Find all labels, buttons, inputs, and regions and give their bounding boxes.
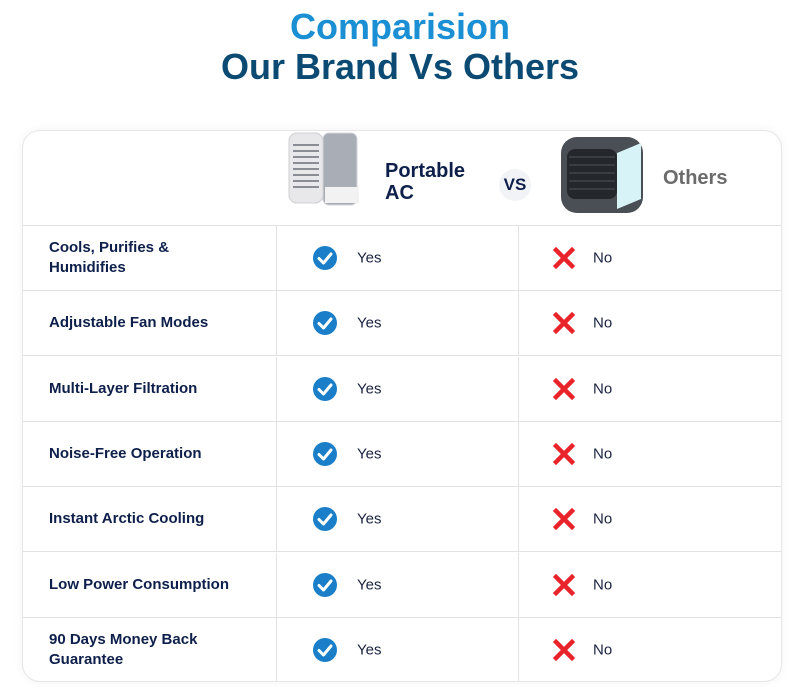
feature-label: 90 Days Money Back Guarantee: [49, 631, 198, 669]
brand-value: Yes: [357, 380, 382, 398]
brand-value: Yes: [357, 576, 382, 593]
table-row: Low Power Consumption Yes No: [23, 552, 781, 618]
others-cell: No: [519, 422, 781, 486]
others-value: No: [593, 510, 613, 528]
feature-label: Cools, Purifies & Humidifies: [49, 239, 170, 276]
feature-label: Low Power Consumption: [49, 575, 229, 593]
table-header: Portable AC VS Others: [23, 131, 781, 226]
check-icon: [313, 376, 337, 401]
title-comparision: Comparision: [289, 6, 511, 47]
others-label: Others: [663, 167, 728, 189]
others-cell: No: [519, 487, 781, 551]
cross-icon: [553, 377, 575, 400]
others-value: No: [593, 249, 613, 267]
brand-cell: Yes: [276, 291, 519, 356]
others-cell: No: [519, 226, 781, 290]
check-icon: [313, 246, 337, 270]
check-icon: [313, 507, 337, 532]
table-row: Noise-Free Operation Yes No: [23, 421, 781, 487]
cross-icon: [553, 312, 575, 335]
brand-cell: Yes: [276, 421, 519, 486]
brand-cell: Yes: [276, 487, 519, 552]
brand-cell: Yes: [276, 226, 519, 290]
others-value: No: [593, 314, 613, 332]
comparison-table: Portable AC VS Others Cools, Purifies & …: [22, 130, 782, 682]
brand-value: Yes: [357, 249, 382, 267]
others-cell: No: [519, 291, 781, 355]
table-row: Adjustable Fan Modes Yes No: [23, 291, 781, 357]
cross-icon: [553, 247, 575, 269]
others-value: No: [593, 641, 613, 659]
vs-badge: VS: [499, 169, 531, 201]
title-brand-vs-others: Our Brand Vs Others: [220, 46, 580, 87]
cross-icon: [553, 573, 575, 596]
feature-label: Adjustable Fan Modes: [49, 314, 209, 332]
check-icon: [313, 441, 337, 466]
others-product-image: [561, 137, 643, 213]
cross-icon: [553, 442, 575, 465]
table-row: Multi-Layer Filtration Yes No: [23, 356, 781, 422]
check-icon: [313, 572, 337, 597]
cross-icon: [553, 639, 575, 662]
brand-cell: Yes: [276, 552, 519, 617]
brand-value: Yes: [357, 641, 382, 659]
table-row: 90 Days Money Back Guarantee Yes No: [23, 617, 781, 681]
table-row: Instant Arctic Cooling Yes No: [23, 487, 781, 553]
portable-ac-image: [288, 132, 359, 206]
table-row: Cools, Purifies & Humidifies Yes No: [23, 226, 781, 291]
brand-value: Yes: [357, 510, 382, 528]
others-cell: No: [519, 553, 781, 617]
brand-cell: Yes: [276, 356, 519, 421]
brand-label: Portable AC: [385, 160, 466, 204]
feature-label: Noise-Free Operation: [49, 444, 202, 462]
feature-label: Multi-Layer Filtration: [49, 379, 198, 397]
check-icon: [313, 638, 337, 663]
cross-icon: [553, 508, 575, 531]
others-value: No: [593, 380, 613, 398]
brand-cell: Yes: [276, 617, 519, 681]
brand-value: Yes: [357, 314, 382, 332]
others-cell: No: [519, 357, 781, 421]
brand-value: Yes: [357, 445, 382, 463]
others-cell: No: [519, 618, 781, 681]
check-icon: [313, 311, 337, 336]
others-value: No: [593, 445, 613, 463]
others-value: No: [593, 576, 613, 593]
feature-label: Instant Arctic Cooling: [49, 510, 205, 528]
